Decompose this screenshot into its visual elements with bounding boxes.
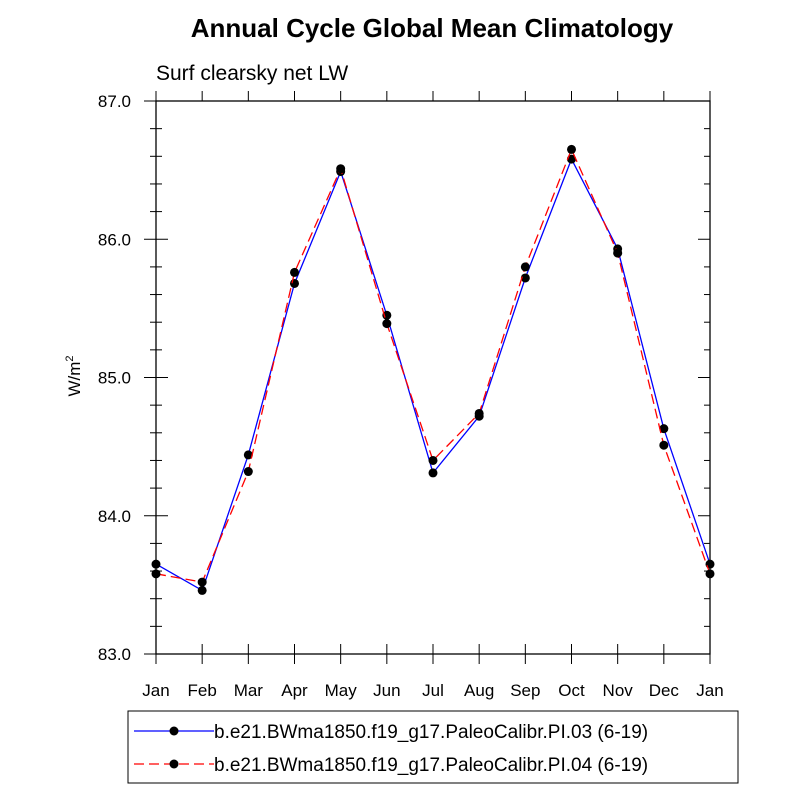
legend-swatch-marker (169, 759, 179, 769)
data-point (243, 467, 253, 477)
data-point (428, 455, 438, 465)
data-point (197, 585, 207, 595)
data-point (197, 577, 207, 587)
chart-title: Annual Cycle Global Mean Climatology (191, 13, 674, 43)
y-tick-label: 87.0 (98, 92, 131, 111)
x-tick-label: Apr (281, 681, 308, 700)
legend: b.e21.BWma1850.f19_g17.PaleoCalibr.PI.03… (127, 710, 739, 784)
y-tick-label: 86.0 (98, 230, 131, 249)
plot-frame (155, 100, 711, 655)
series-line (155, 147, 711, 583)
x-tick-label: May (325, 681, 358, 700)
data-point (336, 164, 346, 174)
y-tick-label: 83.0 (98, 645, 131, 664)
data-point (290, 267, 299, 277)
x-tick-label: Dec (649, 681, 680, 700)
plot-border (155, 100, 711, 655)
x-tick-label: Jan (142, 681, 169, 700)
x-tick-label: Nov (603, 681, 634, 700)
series-2 (151, 144, 715, 587)
x-axis-ticks: Jan Feb Mar Apr May Jun Jul Aug Sep Oct Nov Dec Jan (142, 91, 724, 700)
chart-subtitle: Surf clearsky net LW (156, 62, 348, 85)
data-point (520, 273, 530, 283)
data-point (428, 468, 438, 478)
legend-box (127, 710, 739, 784)
data-point (659, 440, 669, 450)
x-tick-label: Mar (234, 681, 264, 700)
x-tick-label: Jul (422, 681, 444, 700)
data-point (474, 408, 484, 418)
series-1 (151, 154, 715, 595)
y-tick-label: 85.0 (98, 369, 131, 388)
data-point (659, 424, 669, 434)
legend-swatch-marker (169, 726, 179, 736)
data-point (567, 144, 576, 154)
series-line (155, 157, 711, 592)
data-point (520, 262, 530, 272)
data-point (613, 248, 623, 258)
y-tick-label: 84.0 (98, 507, 131, 526)
x-tick-label: Jun (373, 681, 400, 700)
data-point (151, 569, 161, 579)
data-point (705, 569, 715, 579)
y-axis-ticks: 83.0 84.0 85.0 86.0 87.0 (98, 92, 710, 664)
x-tick-label: Oct (558, 681, 585, 700)
data-point (382, 319, 392, 329)
x-tick-label: Feb (188, 681, 217, 700)
data-point (243, 450, 253, 460)
legend-label: b.e21.BWma1850.f19_g17.PaleoCalibr.PI.03… (214, 722, 648, 743)
x-tick-label: Sep (510, 681, 540, 700)
legend-label: b.e21.BWma1850.f19_g17.PaleoCalibr.PI.04… (214, 755, 648, 776)
data-point (290, 278, 299, 288)
data-point (151, 559, 161, 569)
x-tick-label: Jan (696, 681, 723, 700)
data-point (705, 559, 715, 569)
series-layer (151, 144, 715, 595)
y-axis-label: W/m2 (64, 355, 84, 396)
x-tick-label: Aug (464, 681, 494, 700)
